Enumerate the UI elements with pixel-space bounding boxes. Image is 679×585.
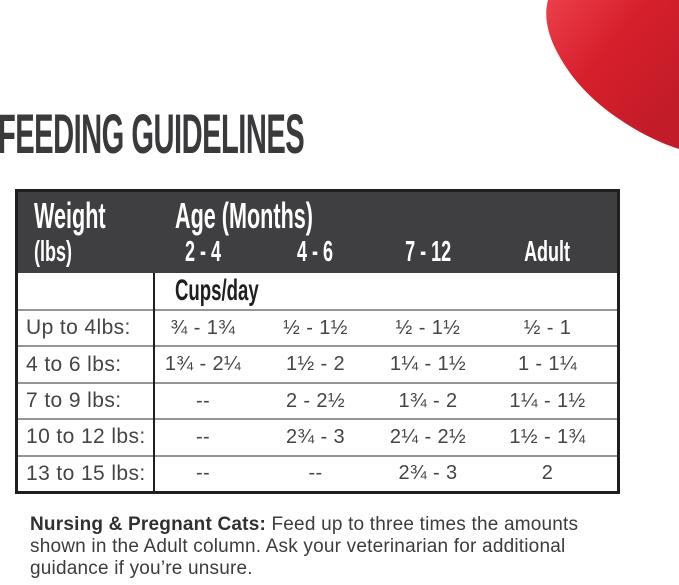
column-divider-line: [153, 273, 155, 491]
weight-cell: 4 to 6 lbs:: [26, 352, 122, 376]
value-cell: --: [195, 462, 211, 485]
value-cell: 1¼ - 1½: [509, 389, 586, 412]
value-cell: 1¼ - 1½: [389, 353, 467, 376]
units-row: Cups/day: [18, 273, 617, 309]
weight-cell: 13 to 15 lbs:: [26, 461, 146, 485]
age-column-2-4: 2 - 4: [185, 236, 221, 268]
table-row: 13 to 15 lbs: -- -- 2¾ - 3 2: [18, 454, 617, 491]
note-text: Feed up to three times the amounts shown…: [30, 514, 579, 579]
value-cell: 1½ - 1¾: [509, 425, 586, 448]
value-cell: 2 - 2½: [285, 389, 346, 412]
weight-cell: 7 to 9 lbs:: [26, 389, 122, 413]
page-title: FEEDING GUIDELINES: [0, 101, 305, 165]
value-cell: --: [195, 425, 211, 448]
value-cell: ½ - 1½: [283, 316, 348, 339]
age-column-7-12: 7 - 12: [404, 236, 451, 268]
value-cell: --: [195, 389, 211, 412]
red-swoosh-decoration: [546, 0, 679, 149]
value-cell: ½ - 1: [523, 316, 572, 339]
feeding-table: Weight Age (Months) (lbs) 2 - 4 4 - 6 7 …: [15, 189, 620, 494]
value-cell: ½ - 1½: [395, 316, 461, 339]
nursing-pregnant-note: Nursing & Pregnant Cats: Feed up to thre…: [30, 514, 632, 580]
table-row: 4 to 6 lbs: 1¾ - 2¼ 1½ - 2 1¼ - 1½ 1 - 1…: [18, 345, 617, 381]
value-cell: 1 - 1¼: [517, 353, 578, 376]
table-row: 7 to 9 lbs: -- 2 - 2½ 1¾ - 2 1¼ - 1½: [18, 381, 617, 418]
age-column-4-6: 4 - 6: [297, 236, 334, 268]
table-row: Up to 4lbs: ¾ - 1¾ ½ - 1½ ½ - 1½ ½ - 1: [18, 309, 617, 345]
value-cell: --: [308, 462, 323, 485]
note-bold-label: Nursing & Pregnant Cats:: [30, 514, 266, 535]
value-cell: 1¾ - 2: [398, 389, 458, 412]
value-cell: 1½ - 2: [285, 353, 346, 376]
age-months-header: Age (Months): [175, 195, 313, 236]
value-cell: 2¾ - 3: [398, 462, 458, 485]
value-cell: 1¾ - 2¼: [164, 353, 242, 376]
age-column-adult: Adult: [524, 236, 571, 268]
weight-cell: Up to 4lbs:: [26, 316, 131, 340]
table-header: Weight Age (Months) (lbs) 2 - 4 4 - 6 7 …: [18, 192, 617, 273]
table-body: Cups/day Up to 4lbs: ¾ - 1¾ ½ - 1½ ½ - 1…: [18, 273, 617, 491]
value-cell: 2¾ - 3: [285, 425, 346, 448]
weight-column-header: Weight: [34, 195, 106, 236]
value-cell: 2¼ - 2½: [389, 425, 467, 448]
weight-unit-label: (lbs): [34, 236, 72, 268]
weight-cell: 10 to 12 lbs:: [26, 425, 146, 449]
value-cell: 2: [541, 462, 554, 485]
table-row: 10 to 12 lbs: -- 2¾ - 3 2¼ - 2½ 1½ - 1¾: [18, 418, 617, 454]
units-label: Cups/day: [175, 274, 259, 307]
value-cell: ¾ - 1¾: [170, 316, 236, 339]
